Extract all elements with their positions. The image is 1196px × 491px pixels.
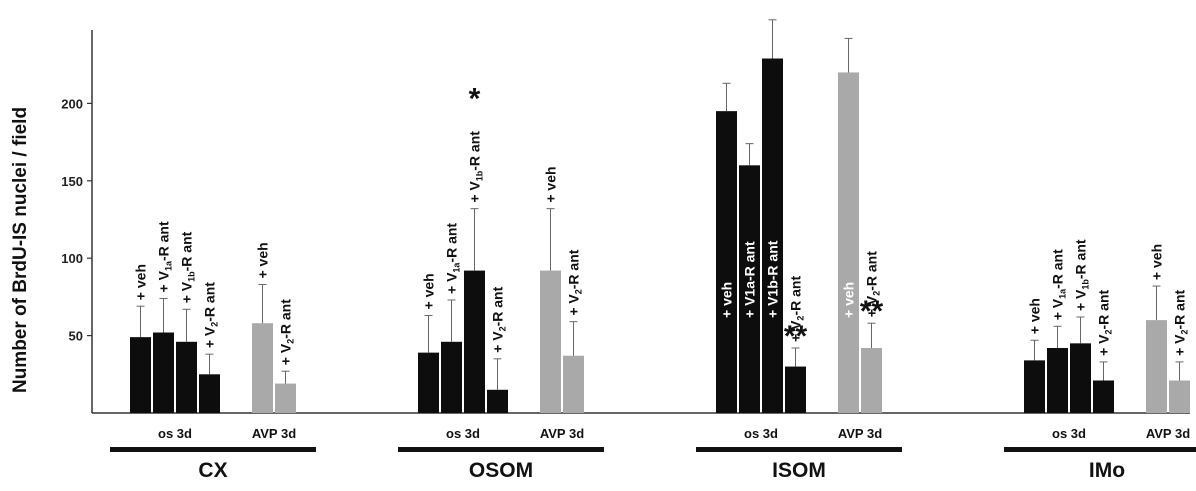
group-labels: os 3d AVP 3d CX os 3d AVP 3d OSOM os 3d AVP 3d I… [110,426,1196,482]
condition-label-avp: AVP 3d [1146,426,1190,441]
bar-label: + V2-R ant [788,276,806,342]
bar-imo-5 [1146,320,1167,413]
bar-label: + veh [1027,298,1043,334]
y-axis-label: Number of BrdU-IS nuclei / field [10,107,31,393]
bar-label: + V1b-R ant [467,131,485,203]
bar-osom-4 [487,389,508,413]
bar-label: + veh [133,264,149,300]
bar-label: + V2-R ant [278,299,296,365]
condition-label-avp: AVP 3d [838,426,882,441]
bar-label: + V1b-R ant [179,231,197,303]
bar-label: + V2-R ant [202,282,220,348]
bar-label: + V1a-R ant [444,223,462,294]
region-underline [398,447,604,452]
condition-label-os: os 3d [158,426,192,441]
bar-label: + veh [543,166,559,202]
bar-cx-3 [176,341,197,413]
bar-label: + V2-R ant [566,249,584,315]
bar-osom-5 [540,270,561,413]
condition-label-avp: AVP 3d [540,426,584,441]
condition-label-os: os 3d [1052,426,1086,441]
region-underline [696,447,902,452]
axes: 50 100 150 200 [61,30,1190,414]
bar-imo-3 [1070,343,1091,413]
bar-label: + veh [421,273,437,309]
bar-label: + veh [719,282,735,318]
bar-cx-6 [275,383,296,413]
region-label-cx: CX [198,459,227,482]
condition-label-avp: AVP 3d [252,426,296,441]
region-label-imo: IMo [1089,459,1125,482]
bar-label: + V2-R ant [1172,289,1190,355]
bar-isom-4 [785,366,806,413]
bar-osom-3 [464,270,485,413]
y-tick-label: 200 [61,96,83,111]
bar-label: + veh [841,282,857,318]
bar-osom-2 [441,341,462,413]
bar-label: + V1a-R ant [742,241,758,318]
bar-osom-1 [418,352,439,413]
bar-imo-6 [1169,380,1190,413]
bar-isom-2 [739,165,760,413]
bar-isom-5 [838,72,859,413]
bar-labels: + veh + V1a-R ant + V1b-R ant + V2-R ant + v… [133,83,1190,366]
bar-isom-6 [861,347,882,413]
bar-osom-6 [563,355,584,413]
bar-label: + V1b-R ant [765,240,781,318]
bar-label: + V1b-R ant [1073,239,1091,311]
bar-cx-4 [199,374,220,413]
significance-star: ** [860,295,884,328]
condition-label-os: os 3d [744,426,778,441]
y-tick-label: 100 [61,251,83,266]
bar-label: + V2-R ant [864,251,882,317]
bar-label: + V2-R ant [1096,289,1114,355]
bars [130,19,1190,414]
bar-label: + veh [255,242,271,278]
region-underline [1004,447,1196,452]
bar-imo-1 [1024,360,1045,413]
bar-label: + V1a-R ant [156,221,174,292]
bar-label: + veh [1149,244,1165,280]
bar-isom-3 [762,58,783,414]
y-tick-label: 150 [61,174,83,189]
condition-label-os: os 3d [446,426,480,441]
bar-label: + V2-R ant [490,286,508,352]
bar-cx-2 [153,332,174,413]
bar-isom-1 [716,111,737,413]
bar-imo-4 [1093,380,1114,413]
region-label-osom: OSOM [469,459,533,482]
bar-imo-2 [1047,347,1068,413]
region-underline [110,447,316,452]
bar-cx-5 [252,323,273,413]
significance-star: ** [784,320,808,353]
y-tick-label: 50 [69,329,83,344]
significance-star: * [469,83,481,116]
bar-cx-1 [130,337,151,413]
bar-label: + V1a-R ant [1050,249,1068,320]
region-label-isom: ISOM [772,459,826,482]
